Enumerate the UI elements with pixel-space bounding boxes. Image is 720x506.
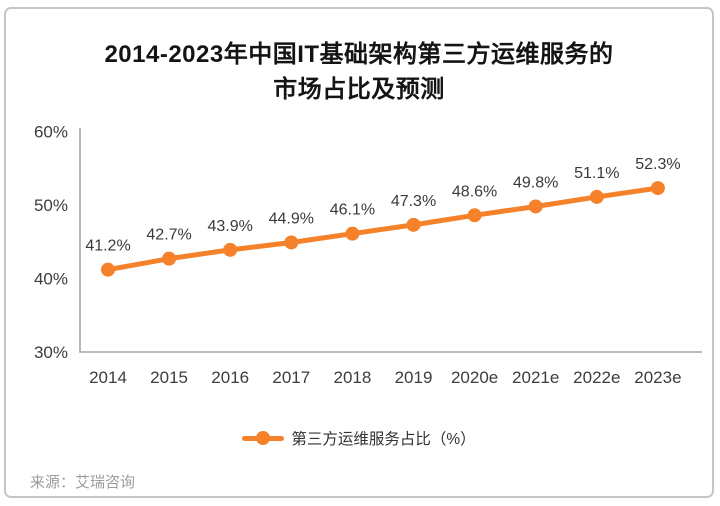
chart-title-line-2: 市场占比及预测 [273,76,445,103]
source-note: 来源：艾瑞咨询 [30,474,136,491]
chart-title-line-1: 2014-2023年中国IT基础架构第三方运维服务的 [104,41,614,68]
legend: 第三方运维服务占比（%） [6,427,712,449]
chart-card: 2014-2023年中国IT基础架构第三方运维服务的 市场占比及预测 第三方运维… [4,7,714,498]
legend-label: 第三方运维服务占比（%） [291,431,476,448]
chart-title: 2014-2023年中国IT基础架构第三方运维服务的 市场占比及预测 [6,37,712,107]
legend-line-marker-icon [242,431,285,445]
